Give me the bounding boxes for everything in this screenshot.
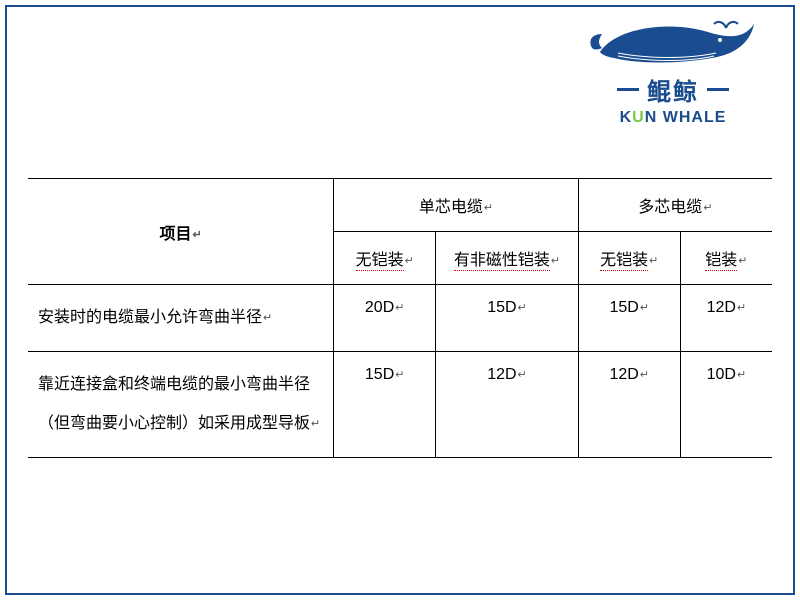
return-glyph: ↵ [518,302,527,314]
return-glyph: ↵ [395,369,404,381]
row1-label: 安装时的电缆最小允许弯曲半径 [38,309,262,326]
brand-logo: 鲲鲸 KUN WHALE [568,14,778,127]
return-glyph: ↵ [640,369,649,381]
col-single-core-header: 单芯电缆↵ [334,179,579,232]
table-row: 安装时的电缆最小允许弯曲半径↵ 20D↵ 15D↵ 15D↵ 12D↵ [28,285,772,352]
logo-en-text: KUN WHALE [568,109,778,127]
return-glyph: ↵ [737,302,746,314]
table-row: 靠近连接盒和终端电缆的最小弯曲半径（但弯曲要小心控制）如采用成型导板↵ 15D↵… [28,352,772,458]
col-project-label: 项目 [160,226,192,243]
row1-c2: 15D↵ [436,285,579,352]
row1-c4: 12D↵ [680,285,772,352]
row1-c1: 20D↵ [334,285,436,352]
subcol-no-armor-2-label: 无铠装 [600,252,648,271]
spec-table: 项目↵ 单芯电缆↵ 多芯电缆↵ 无铠装↵ 有非磁性铠装↵ 无铠装↵ 铠装↵ 安装… [28,178,772,458]
row2-c4-val: 10D [707,366,736,383]
return-glyph: ↵ [518,369,527,381]
row1-c3-val: 15D [609,299,638,316]
subcol-no-armor-2: 无铠装↵ [578,232,680,285]
return-glyph: ↵ [395,302,404,314]
logo-cn-row: 鲲鲸 [568,72,778,107]
return-glyph: ↵ [703,202,712,214]
row1-c4-val: 12D [707,299,736,316]
row1-c2-val: 15D [487,299,516,316]
row1-c1-val: 20D [365,299,394,316]
row2-c3-val: 12D [609,366,638,383]
row1-label-cell: 安装时的电缆最小允许弯曲半径↵ [28,285,334,352]
whale-icon [588,14,758,70]
row2-c2-val: 12D [487,366,516,383]
col-single-core-label: 单芯电缆 [419,199,483,216]
return-glyph: ↵ [405,255,414,267]
logo-cn-text: 鲲鲸 [647,72,699,107]
return-glyph: ↵ [484,202,493,214]
return-glyph: ↵ [738,255,747,267]
logo-en-u: U [632,109,645,126]
return-glyph: ↵ [640,302,649,314]
return-glyph: ↵ [193,229,202,241]
row2-label-cell: 靠近连接盒和终端电缆的最小弯曲半径（但弯曲要小心控制）如采用成型导板↵ [28,352,334,458]
subcol-no-armor-1-label: 无铠装 [356,252,404,271]
row2-c1: 15D↵ [334,352,436,458]
logo-dash-right [707,88,729,91]
col-project-header: 项目↵ [28,179,334,285]
subcol-nonmag-armor-label: 有非磁性铠装 [454,252,550,271]
row1-c3: 15D↵ [578,285,680,352]
logo-en-rest: N WHALE [645,109,727,126]
return-glyph: ↵ [311,418,320,430]
row2-c2: 12D↵ [436,352,579,458]
subcol-armor-label: 铠装 [705,252,737,271]
subcol-no-armor-1: 无铠装↵ [334,232,436,285]
return-glyph: ↵ [649,255,658,267]
logo-dash-left [617,88,639,91]
row2-label: 靠近连接盒和终端电缆的最小弯曲半径（但弯曲要小心控制）如采用成型导板 [38,376,310,431]
spec-table-container: 项目↵ 单芯电缆↵ 多芯电缆↵ 无铠装↵ 有非磁性铠装↵ 无铠装↵ 铠装↵ 安装… [28,178,772,458]
return-glyph: ↵ [551,255,560,267]
row2-c3: 12D↵ [578,352,680,458]
table-header-row-1: 项目↵ 单芯电缆↵ 多芯电缆↵ [28,179,772,232]
col-multi-core-label: 多芯电缆 [638,199,702,216]
subcol-nonmag-armor: 有非磁性铠装↵ [436,232,579,285]
logo-en-k: K [620,109,633,126]
col-multi-core-header: 多芯电缆↵ [578,179,772,232]
subcol-armor: 铠装↵ [680,232,772,285]
return-glyph: ↵ [263,312,272,324]
return-glyph: ↵ [737,369,746,381]
row2-c1-val: 15D [365,366,394,383]
row2-c4: 10D↵ [680,352,772,458]
